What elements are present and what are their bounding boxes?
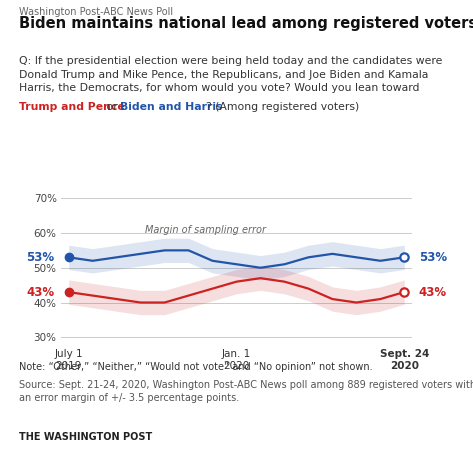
Text: Margin of sampling error: Margin of sampling error (145, 225, 266, 235)
Text: THE WASHINGTON POST: THE WASHINGTON POST (19, 432, 152, 442)
Text: Q: If the presidential election were being held today and the candidates were
Do: Q: If the presidential election were bei… (19, 56, 442, 94)
Text: Note: “Other,” “Neither,” “Would not vote” and “No opinion” not shown.: Note: “Other,” “Neither,” “Would not vot… (19, 362, 373, 372)
Text: Biden and Harris: Biden and Harris (120, 102, 222, 112)
Text: or: or (103, 102, 122, 112)
Text: Biden maintains national lead among registered voters: Biden maintains national lead among regi… (19, 16, 473, 31)
Text: Source: Sept. 21-24, 2020, Washington Post-ABC News poll among 889 registered vo: Source: Sept. 21-24, 2020, Washington Po… (19, 380, 473, 404)
Text: 43%: 43% (419, 286, 447, 299)
Text: ? (Among registered voters): ? (Among registered voters) (206, 102, 359, 112)
Text: 43%: 43% (26, 286, 54, 299)
Text: 53%: 53% (26, 251, 54, 264)
Text: 53%: 53% (419, 251, 447, 264)
Text: Washington Post-ABC News Poll: Washington Post-ABC News Poll (19, 7, 173, 17)
Text: Trump and Pence: Trump and Pence (19, 102, 125, 112)
